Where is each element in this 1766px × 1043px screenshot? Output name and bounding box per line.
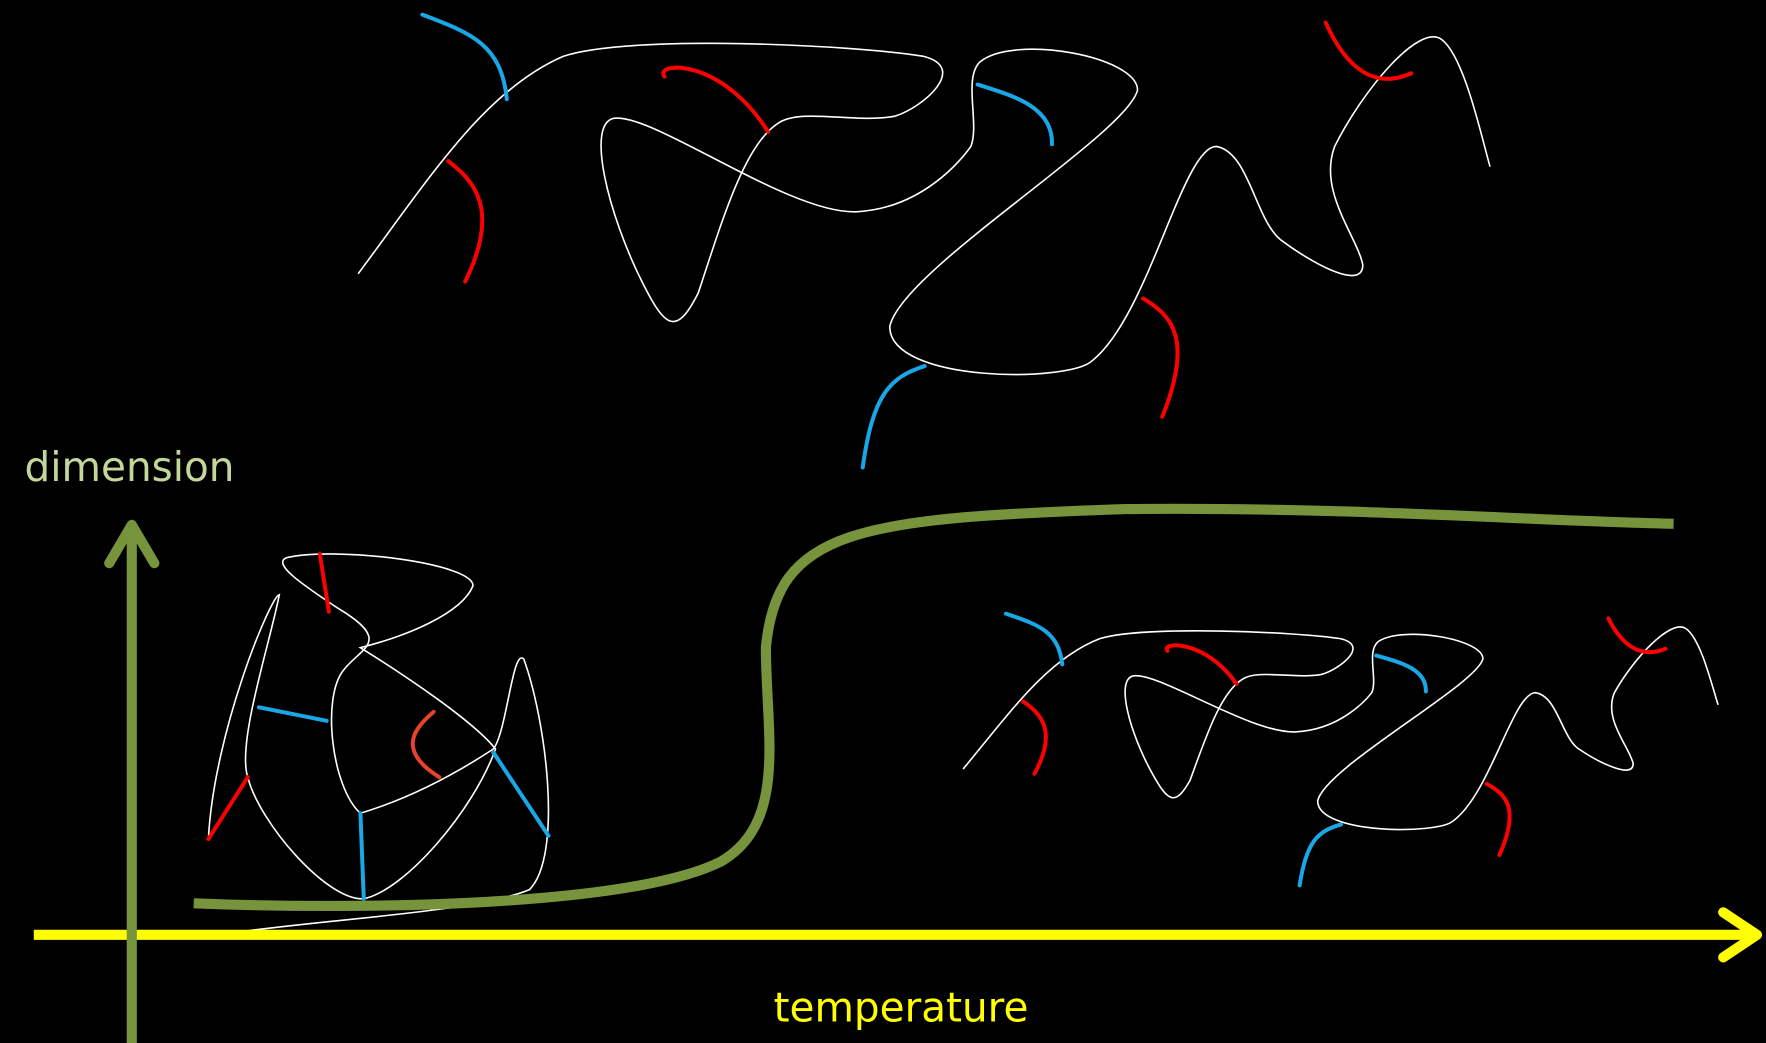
diagram: dimension temperature (0, 0, 1766, 1043)
x-axis-label: temperature (774, 984, 1029, 1032)
page: dimension temperature (() => { const dat… (0, 0, 1766, 1043)
y-axis-label: dimension (25, 443, 235, 491)
